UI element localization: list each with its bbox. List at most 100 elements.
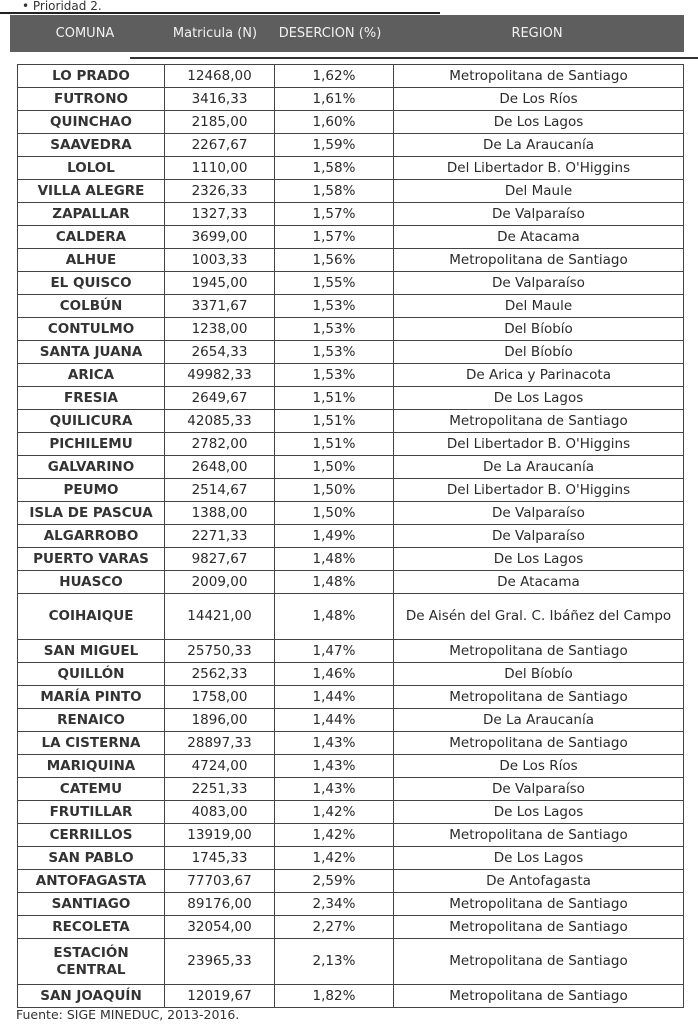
table-row: SANTA JUANA 2654,33 1,53% Del Bíobío [17,340,684,364]
region-cell: De Los Ríos [393,87,684,111]
matricula-cell: 2251,33 [164,777,275,801]
table-row: SANTIAGO 89176,00 2,34% Metropolitana de Sa… [17,892,684,916]
matricula-cell: 1896,00 [164,708,275,732]
desercion-cell: 1,50% [274,478,394,502]
comuna-cell: EL QUISCO [17,271,165,295]
desercion-cell: 1,50% [274,455,394,479]
desercion-cell: 1,53% [274,340,394,364]
desercion-cell: 1,48% [274,570,394,594]
comuna-cell: RECOLETA [17,915,165,939]
region-cell: De Los Lagos [393,846,684,870]
region-cell: Metropolitana de Santiago [393,64,684,88]
desercion-cell: 1,60% [274,110,394,134]
region-cell: Del Maule [393,294,684,318]
comuna-cell: SAN JOAQUÍN [17,984,165,1008]
desercion-cell: 2,34% [274,892,394,916]
desercion-cell: 1,49% [274,524,394,548]
desercion-cell: 1,50% [274,501,394,525]
table-row: SAN PABLO 1745,33 1,42% De Los Lagos [17,846,684,870]
region-cell: De Los Ríos [393,754,684,778]
desercion-cell: 1,46% [274,662,394,686]
comuna-cell: COLBÚN [17,294,165,318]
desercion-cell: 1,53% [274,294,394,318]
desercion-cell: 1,42% [274,823,394,847]
desercion-cell: 1,58% [274,156,394,180]
desercion-cell: 1,62% [274,64,394,88]
desercion-cell: 1,56% [274,248,394,272]
table-row: LOLOL 1110,00 1,58% Del Libertador B. O'Hig… [17,156,684,180]
table-row: CONTULMO 1238,00 1,53% Del Bíobío [17,317,684,341]
desercion-cell: 1,44% [274,685,394,709]
comuna-cell: SANTA JUANA [17,340,165,364]
matricula-cell: 12468,00 [164,64,275,88]
table-row: MARIQUINA 4724,00 1,43% De Los Ríos [17,754,684,778]
matricula-cell: 2185,00 [164,110,275,134]
matricula-cell: 1238,00 [164,317,275,341]
desercion-cell: 1,48% [274,547,394,571]
matricula-cell: 42085,33 [164,409,275,433]
comuna-cell: SAAVEDRA [17,133,165,157]
desercion-cell: 1,57% [274,225,394,249]
region-cell: De Valparaíso [393,501,684,525]
matricula-cell: 2562,33 [164,662,275,686]
region-cell: Del Maule [393,179,684,203]
comuna-cell: PUERTO VARAS [17,547,165,571]
table-header: COMUNA Matricula (N) DESERCION (%) REGIO… [10,15,684,52]
comuna-cell: FUTRONO [17,87,165,111]
region-cell: De Atacama [393,570,684,594]
matricula-cell: 1388,00 [164,501,275,525]
matricula-cell: 2271,33 [164,524,275,548]
header-comuna: COMUNA [55,25,115,41]
comuna-cell: ALHUE [17,248,165,272]
table-row: FRUTILLAR 4083,00 1,42% De Los Lagos [17,800,684,824]
table-row: RECOLETA 32054,00 2,27% Metropolitana de Sa… [17,915,684,939]
region-cell: De Antofagasta [393,869,684,893]
comuna-cell: SANTIAGO [17,892,165,916]
table-row: QUILLÓN 2562,33 1,46% Del Bíobío [17,662,684,686]
matricula-cell: 1745,33 [164,846,275,870]
comuna-cell: PEUMO [17,478,165,502]
region-cell: Metropolitana de Santiago [393,938,684,985]
desercion-cell: 1,51% [274,409,394,433]
comuna-cell: FRUTILLAR [17,800,165,824]
matricula-cell: 2649,67 [164,386,275,410]
comuna-cell: CATEMU [17,777,165,801]
matricula-cell: 2326,33 [164,179,275,203]
matricula-cell: 1758,00 [164,685,275,709]
region-cell: De Valparaíso [393,777,684,801]
table-row: VILLA ALEGRE 2326,33 1,58% Del Maule [17,179,684,203]
comuna-cell: CERRILLOS [17,823,165,847]
region-cell: Metropolitana de Santiago [393,892,684,916]
matricula-cell: 89176,00 [164,892,275,916]
matricula-cell: 14421,00 [164,593,275,640]
header-region: REGION [511,25,563,41]
region-cell: De Arica y Parinacota [393,363,684,387]
header-desercion: DESERCION (%) [278,25,382,41]
comuna-cell: VILLA ALEGRE [17,179,165,203]
matricula-cell: 2654,33 [164,340,275,364]
section-note: • Prioridad 2. [22,0,106,12]
table-row: LA CISTERNA 28897,33 1,43% Metropolitana de… [17,731,684,755]
desercion-cell: 1,42% [274,800,394,824]
header-matricula: Matricula (N) [172,25,258,41]
region-cell: Del Libertador B. O'Higgins [393,432,684,456]
matricula-cell: 3699,00 [164,225,275,249]
comuna-cell: ESTACIÓN CENTRAL [17,938,165,985]
desercion-cell: 1,43% [274,754,394,778]
desercion-cell: 1,43% [274,777,394,801]
comuna-cell: SAN MIGUEL [17,639,165,663]
desercion-cell: 1,59% [274,133,394,157]
region-cell: De Atacama [393,225,684,249]
comuna-cell: QUINCHAO [17,110,165,134]
matricula-cell: 32054,00 [164,915,275,939]
desercion-cell: 1,53% [274,317,394,341]
table-row: SAN MIGUEL 25750,33 1,47% Metropolitana de … [17,639,684,663]
region-cell: Del Libertador B. O'Higgins [393,156,684,180]
region-cell: Del Bíobío [393,662,684,686]
region-cell: Metropolitana de Santiago [393,984,684,1008]
matricula-cell: 49982,33 [164,363,275,387]
region-cell: Metropolitana de Santiago [393,685,684,709]
table-row: HUASCO 2009,00 1,48% De Atacama [17,570,684,594]
region-cell: De Los Lagos [393,386,684,410]
matricula-cell: 4724,00 [164,754,275,778]
